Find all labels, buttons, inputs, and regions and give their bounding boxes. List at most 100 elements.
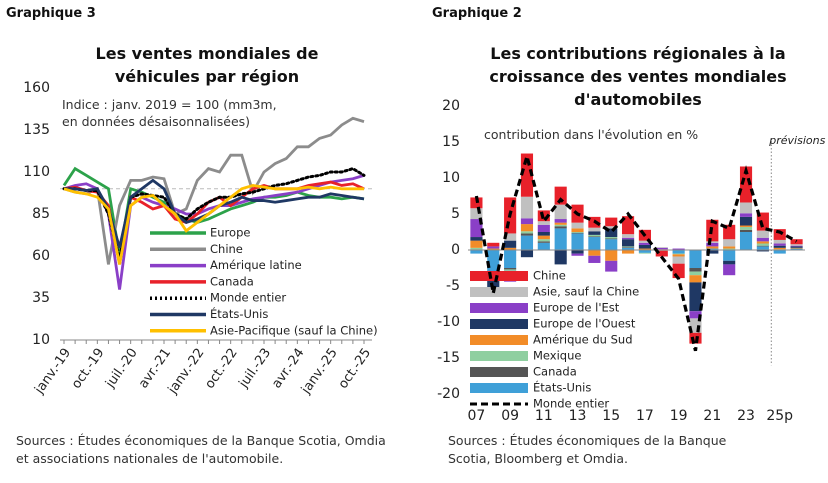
bar-segment	[773, 229, 786, 240]
bar-segment	[571, 228, 584, 232]
bar-segment	[790, 246, 803, 248]
bar-segment	[773, 250, 786, 254]
y-tick-label: 5	[451, 206, 460, 222]
bar-segment	[554, 250, 567, 265]
x-tick-label: juil.-20	[102, 346, 140, 392]
bar-segment	[470, 247, 483, 250]
bar-segment	[672, 256, 685, 264]
bar-segment	[638, 250, 651, 253]
x-tick-label: 25p	[766, 408, 793, 424]
bar-segment	[605, 217, 618, 227]
legend-label: Chine	[210, 242, 243, 256]
legend-label: États-Unis	[533, 380, 591, 395]
bar-segment	[605, 228, 618, 238]
y-tick-label: 10	[442, 170, 460, 186]
bar-segment	[756, 237, 769, 242]
legend-swatch	[470, 367, 528, 377]
bar-segment	[571, 250, 584, 254]
y-tick-label: 10	[32, 332, 50, 348]
bar-segment	[588, 234, 601, 237]
bar-segment	[504, 269, 517, 271]
bar-segment	[470, 240, 483, 248]
bar-segment	[537, 221, 550, 225]
bar-segment	[739, 213, 753, 217]
legend-swatch	[470, 335, 528, 345]
bar-segment	[790, 247, 803, 249]
bar-segment	[638, 242, 651, 245]
bar-segment	[790, 248, 803, 250]
series-line	[474, 150, 798, 352]
bar-segment	[689, 311, 702, 319]
legend-label: Europe de l'Ouest	[533, 317, 636, 331]
legend-swatch	[470, 303, 528, 313]
bar-segment	[655, 247, 668, 250]
x-tick-label: 23	[737, 408, 755, 424]
x-tick-label: oct.-22	[202, 346, 240, 392]
legend-label: Monde entier	[210, 291, 286, 305]
bar-segment	[487, 248, 500, 250]
bar-segment	[706, 248, 719, 250]
y-tick-label: -20	[437, 386, 460, 402]
chart-subtitle: Indice : janv. 2019 = 100 (mm3m, en donn…	[62, 97, 277, 129]
y-tick-label: 110	[23, 164, 50, 180]
x-tick-label: 15	[602, 408, 620, 424]
bar-segment	[605, 260, 618, 272]
bar-segment	[554, 224, 567, 227]
bar-segment	[756, 250, 769, 252]
bar-segment	[756, 212, 769, 231]
bar-segment	[723, 264, 736, 276]
bar-segment	[756, 245, 769, 247]
bar-segment	[689, 271, 702, 276]
y-tick-label: -10	[437, 314, 460, 330]
bar-segment	[520, 218, 534, 225]
bar-segment	[638, 240, 651, 243]
bar-segment	[672, 248, 685, 250]
bar-segment	[537, 241, 550, 243]
bar-segment	[739, 225, 753, 227]
bar-segment	[672, 253, 685, 255]
bar-segment	[756, 246, 769, 250]
y-tick-label: 20	[442, 98, 460, 114]
bar-segment	[790, 239, 803, 245]
y-tick-label: -5	[446, 278, 460, 294]
legend-label: Monde entier	[533, 397, 609, 411]
bar-segment	[571, 233, 584, 250]
bar-segment	[706, 242, 719, 247]
legend-label: Asie, sauf la Chine	[533, 285, 639, 299]
bar-segment	[622, 237, 635, 240]
x-tick-label: 09	[501, 408, 519, 424]
bar-segment	[504, 233, 517, 241]
bar-segment	[605, 239, 618, 250]
y-tick-label: -15	[437, 350, 460, 366]
bar-segment	[605, 250, 618, 261]
bar-segment	[638, 252, 651, 254]
y-tick-label: 85	[32, 206, 50, 222]
bar-segment	[537, 242, 550, 250]
bar-segment	[790, 244, 803, 246]
bar-segment	[520, 196, 534, 219]
x-tick-label: oct.-25	[336, 346, 374, 392]
x-tick-label: 07	[468, 408, 486, 424]
bar-segment	[773, 245, 786, 248]
y-tick-label: 15	[442, 134, 460, 150]
chart-title: Les ventes mondiales de véhicules par ré…	[95, 44, 319, 86]
bar-segment	[689, 332, 702, 344]
y-tick-label: 60	[32, 248, 50, 264]
bar-segment	[622, 246, 635, 248]
chart-subtitle: contribution dans l'évolution en %	[484, 127, 699, 142]
bar-segment	[504, 250, 517, 268]
bar-segment	[655, 250, 668, 257]
bar-segment	[739, 166, 753, 203]
legend-swatch	[470, 271, 528, 281]
x-tick-label: 17	[636, 408, 654, 424]
bar-segment	[520, 250, 534, 258]
bar-segment	[554, 222, 567, 225]
bar-segment	[487, 246, 500, 249]
chart-label: Graphique 2	[432, 6, 522, 21]
bar-segment	[571, 232, 584, 234]
bar-segment	[672, 254, 685, 257]
bar-segment	[487, 242, 500, 247]
y-tick-label: 35	[32, 290, 50, 306]
